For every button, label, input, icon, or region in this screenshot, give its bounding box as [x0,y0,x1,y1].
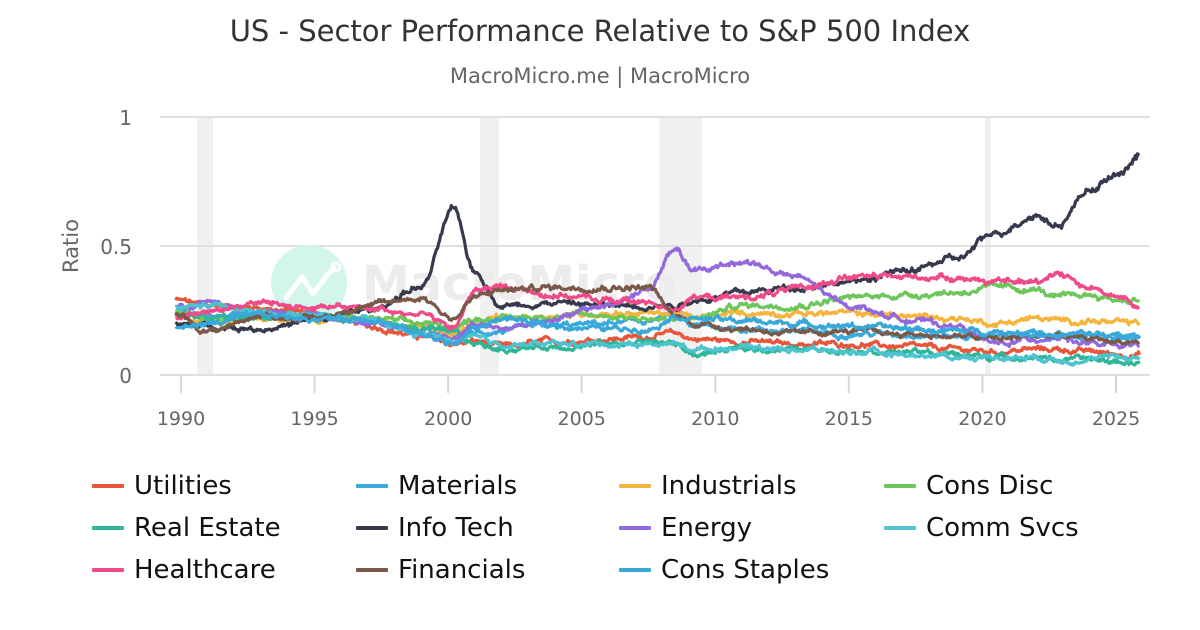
legend-item-real-estate[interactable]: Real Estate [92,508,281,548]
x-tick-label: 2015 [825,408,873,430]
legend-item-comm-svcs[interactable]: Comm Svcs [884,508,1079,548]
legend-swatch-icon [92,568,124,572]
legend-item-utilities[interactable]: Utilities [92,466,232,506]
series-lines [174,152,1142,367]
legend-label: Utilities [134,471,232,501]
x-tick-label: 1995 [290,408,338,430]
legend-swatch-icon [356,568,388,572]
legend-label: Info Tech [398,513,514,543]
y-tick-label: 1 [119,106,132,130]
legend-item-cons-staples[interactable]: Cons Staples [619,550,829,590]
legend-item-healthcare[interactable]: Healthcare [92,550,276,590]
legend-label: Industrials [661,471,797,501]
legend-swatch-icon [619,526,651,530]
legend-swatch-icon [884,484,916,488]
x-tick-label: 2010 [691,408,739,430]
legend-label: Healthcare [134,555,276,585]
legend-swatch-icon [356,484,388,488]
chart-title: US - Sector Performance Relative to S&P … [229,14,971,48]
watermark-logo-icon [271,245,347,321]
legend-swatch-icon [884,526,916,530]
x-tick-label: 2000 [424,408,472,430]
grid-lines [160,116,1150,376]
legend-label: Materials [398,471,518,501]
x-tick-label: 2005 [558,408,606,430]
legend-label: Financials [398,555,526,585]
legend-label: Comm Svcs [926,513,1079,543]
legend-swatch-icon [92,484,124,488]
legend-item-energy[interactable]: Energy [619,508,752,548]
watermark: MacroMicro [271,245,677,321]
legend-swatch-icon [356,526,388,530]
x-tick-label: 2020 [958,408,1006,430]
legend-swatch-icon [619,484,651,488]
legend-label: Energy [661,513,753,543]
legend-label: Real Estate [134,513,281,543]
legend-item-materials[interactable]: Materials [356,466,517,506]
y-axis-label: Ratio [59,219,83,273]
line-chart: MacroMicro 0 0.5 1 1990 1995 2000 2005 2010 2015… [59,106,1150,430]
legend-label: Cons Staples [661,555,830,585]
legend-item-industrials[interactable]: Industrials [619,466,796,506]
x-tick-label: 1990 [157,408,205,430]
axes: 0 0.5 1 1990 1995 2000 2005 2010 2015 2020 2025 [100,106,1140,430]
legend-item-info-tech[interactable]: Info Tech [356,508,514,548]
chart-subtitle: MacroMicro.me | MacroMicro [449,64,751,88]
series-line-financials [174,283,1141,346]
legend-label: Cons Disc [926,471,1054,501]
series-line-cons-staples [174,309,1141,347]
y-tick-label: 0 [119,364,132,388]
x-tick-label: 2025 [1092,408,1140,430]
legend-swatch-icon [92,526,124,530]
legend-swatch-icon [619,568,651,572]
legend-item-cons-disc[interactable]: Cons Disc [884,466,1053,506]
legend-item-financials[interactable]: Financials [356,550,525,590]
y-tick-label: 0.5 [100,235,132,259]
series-line-healthcare [174,270,1141,331]
